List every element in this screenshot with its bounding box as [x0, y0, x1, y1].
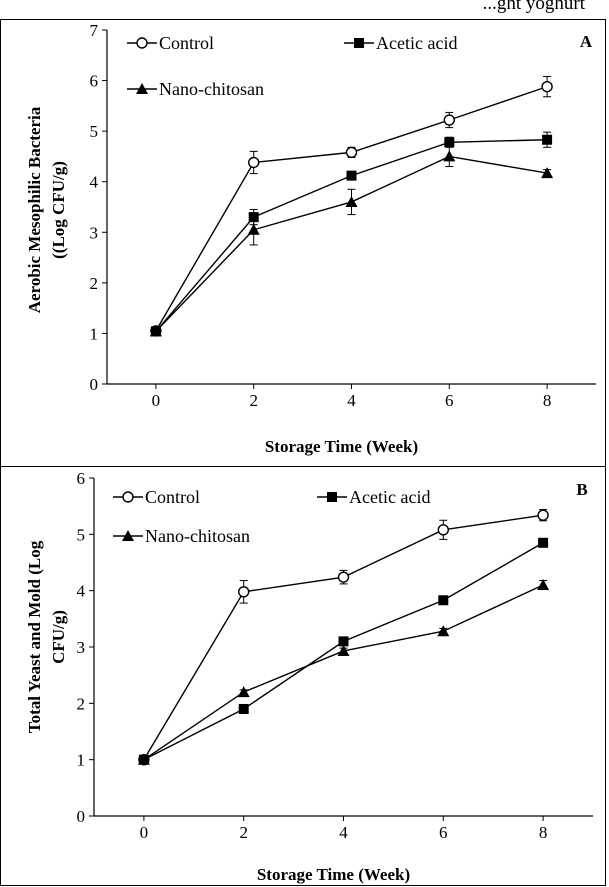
- legend-label: Nano-chitosan: [145, 526, 250, 546]
- data-point: [345, 195, 358, 207]
- panel-label: B: [576, 480, 587, 499]
- legend-label: Control: [145, 487, 200, 507]
- y-tick-label: 5: [77, 525, 86, 544]
- data-point: [237, 686, 250, 698]
- data-point: [247, 156, 260, 169]
- x-tick-label: 0: [152, 391, 161, 410]
- y-tick-label: 2: [77, 694, 86, 713]
- y-tick-label: 5: [90, 122, 99, 141]
- data-point: [137, 753, 150, 765]
- y-tick-label: 4: [90, 173, 99, 192]
- y-axis-title-line2: ((Log CFU/g): [49, 161, 68, 259]
- y-tick-label: 0: [90, 375, 99, 394]
- x-axis-title: Storage Time (Week): [265, 437, 418, 456]
- data-point: [237, 586, 250, 598]
- x-tick-label: 4: [347, 391, 356, 410]
- data-point: [443, 150, 456, 162]
- x-tick-label: 2: [249, 391, 258, 410]
- x-tick-label: 6: [439, 823, 448, 842]
- data-point: [541, 167, 554, 179]
- legend-marker: [122, 530, 134, 541]
- data-point: [437, 524, 449, 536]
- y-tick-label: 4: [77, 582, 86, 601]
- panel-label: A: [580, 32, 593, 51]
- x-axis-title: Storage Time (Week): [257, 865, 410, 884]
- data-point: [337, 644, 350, 656]
- y-tick-label: 3: [77, 638, 86, 657]
- data-point: [542, 134, 553, 145]
- legend-label: Control: [159, 33, 214, 53]
- y-tick-label: 6: [77, 469, 86, 488]
- top-caption: ...ght yoghurt: [483, 0, 586, 14]
- legend-label: Acetic acid: [376, 33, 457, 53]
- y-tick-label: 6: [90, 72, 99, 91]
- y-tick-label: 1: [90, 324, 99, 343]
- legend-marker: [354, 38, 364, 48]
- x-tick-label: 2: [239, 823, 248, 842]
- y-tick-label: 1: [77, 751, 86, 770]
- data-point: [337, 571, 350, 583]
- series-line-1: [155, 139, 548, 332]
- data-point: [247, 223, 260, 235]
- data-point: [346, 170, 357, 181]
- data-point: [149, 325, 162, 337]
- x-tick-label: 6: [445, 391, 454, 410]
- data-point: [238, 703, 249, 714]
- panel-b: 0 1 2 3 4 5 6 0 2 4 6 8 Storage Time (Week) Total Yea…: [25, 469, 593, 884]
- data-point: [338, 636, 349, 647]
- data-point: [537, 579, 550, 591]
- legend-label: Nano-chitosan: [159, 79, 264, 99]
- y-axis-title-line1: Aerobic Mesophilic Bacteria: [25, 106, 44, 313]
- y-tick-label: 7: [90, 21, 99, 40]
- x-tick-label: 8: [539, 823, 548, 842]
- series-line-2: [143, 584, 544, 761]
- y-tick-label: 0: [77, 807, 86, 826]
- y-axis-title-line2: CFU/g): [49, 610, 68, 664]
- legend-marker: [327, 492, 337, 502]
- legend-marker: [122, 491, 134, 503]
- data-point: [443, 114, 455, 126]
- data-point: [345, 146, 358, 159]
- series-line-2: [155, 155, 548, 332]
- legend-label: Acetic acid: [349, 487, 430, 507]
- data-point: [437, 625, 450, 637]
- y-tick-label: 3: [90, 223, 99, 242]
- y-axis-title-line1: Total Yeast and Mold (Log: [25, 540, 44, 733]
- legend-marker: [136, 37, 148, 49]
- panel-b-frame: [0, 466, 606, 886]
- data-point: [541, 80, 553, 93]
- panel-a: 0 1 2 3 4 5 6 7 0 2 4 6 8 Storage Time (Week) Aerobic …: [25, 21, 596, 456]
- data-point: [444, 137, 455, 148]
- data-point: [537, 509, 549, 521]
- data-point: [438, 595, 449, 606]
- data-point: [538, 537, 549, 548]
- legend-marker: [136, 83, 148, 94]
- x-tick-label: 0: [140, 823, 149, 842]
- y-tick-label: 2: [90, 274, 99, 293]
- x-tick-label: 8: [543, 391, 552, 410]
- x-tick-label: 4: [339, 823, 348, 842]
